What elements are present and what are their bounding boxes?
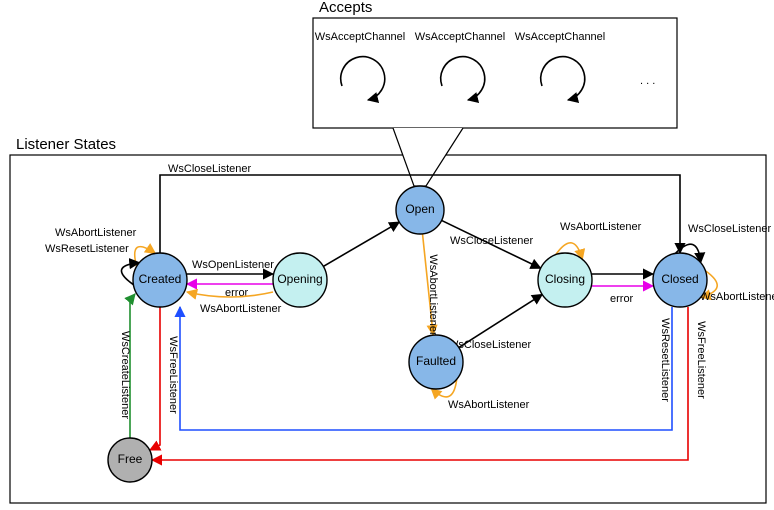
listener-states-title: Listener States [16, 136, 116, 153]
label-create-v: WsCreateListener [119, 331, 131, 419]
node-opening-label: Opening [277, 272, 322, 286]
accepts-callout [393, 128, 463, 186]
label-abort-open-v: WsAbortListener [427, 254, 439, 336]
accept-channel-label-2: WsAcceptChannel [515, 31, 606, 43]
edge-created-free [150, 307, 160, 450]
label-close-closed: WsCloseListener [688, 223, 771, 235]
label-abort-closed: WsAbortListener [700, 291, 774, 303]
label-error-closing: error [610, 293, 634, 305]
node-closing-label: Closing [545, 272, 585, 286]
node-free-label: Free [118, 452, 143, 466]
label-abort-created: WsAbortListener [55, 227, 137, 239]
label-abort-opening: WsAbortListener [200, 303, 282, 315]
accept-channel-label-1: WsAcceptChannel [415, 31, 506, 43]
node-created-label: Created [139, 272, 182, 286]
accepts-ellipsis: . . . [640, 75, 655, 87]
node-closed-label: Closed [661, 272, 698, 286]
label-close-top: WsCloseListener [168, 163, 251, 175]
node-faulted-label: Faulted [416, 354, 456, 368]
label-reset-created: WsResetListener [45, 243, 129, 255]
edge-opening-open [323, 222, 399, 266]
label-free-created-v: WsFreeListener [167, 336, 179, 414]
label-abort-closing: WsAbortListener [560, 221, 642, 233]
accepts-title: Accepts [319, 0, 372, 16]
accept-channel-label-0: WsAcceptChannel [315, 31, 406, 43]
label-close-open: WsCloseListener [450, 235, 533, 247]
label-free-closed-v: WsFreeListener [695, 321, 707, 399]
label-abort-faulted: WsAbortListener [448, 399, 530, 411]
label-open-listener: WsOpenListener [192, 259, 274, 271]
label-reset-closed-v: WsResetListener [659, 318, 671, 402]
node-open-label: Open [405, 202, 434, 216]
